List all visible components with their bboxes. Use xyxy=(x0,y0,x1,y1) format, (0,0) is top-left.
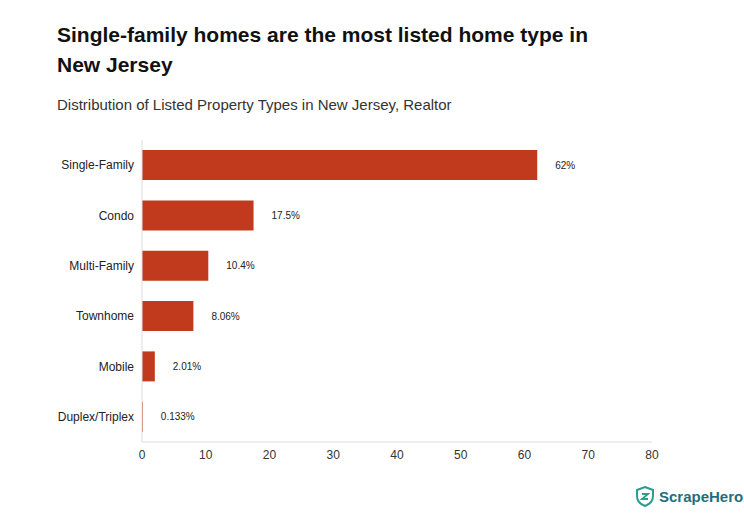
svg-text:Mobile: Mobile xyxy=(99,360,135,374)
svg-text:Townhome: Townhome xyxy=(76,309,134,323)
svg-text:8.06%: 8.06% xyxy=(211,311,239,322)
svg-text:17.5%: 17.5% xyxy=(272,210,300,221)
svg-text:62%: 62% xyxy=(555,160,575,171)
svg-text:Multi-Family: Multi-Family xyxy=(69,259,134,273)
svg-text:30: 30 xyxy=(327,448,341,462)
svg-text:50: 50 xyxy=(454,448,468,462)
html-text:Distribution of Listed Propert: Distribution of Listed Property Types in… xyxy=(57,96,452,113)
svg-text:20: 20 xyxy=(263,448,277,462)
svg-text:10: 10 xyxy=(199,448,213,462)
svg-text:0: 0 xyxy=(139,448,146,462)
svg-text:40: 40 xyxy=(390,448,404,462)
svg-text:10.4%: 10.4% xyxy=(226,260,254,271)
svg-text:80: 80 xyxy=(645,448,659,462)
svg-text:Condo: Condo xyxy=(99,209,135,223)
svg-text:0.133%: 0.133% xyxy=(161,411,195,422)
svg-text:60: 60 xyxy=(518,448,532,462)
html-text:Single-family homes are the mo: Single-family homes are the most listed … xyxy=(57,23,588,76)
svg-text:70: 70 xyxy=(582,448,596,462)
html-text:ScrapeHero: ScrapeHero xyxy=(659,488,744,505)
svg-text:Single-Family: Single-Family xyxy=(61,158,134,172)
svg-text:Duplex/Triplex: Duplex/Triplex xyxy=(58,410,134,424)
svg-text:2.01%: 2.01% xyxy=(173,361,201,372)
